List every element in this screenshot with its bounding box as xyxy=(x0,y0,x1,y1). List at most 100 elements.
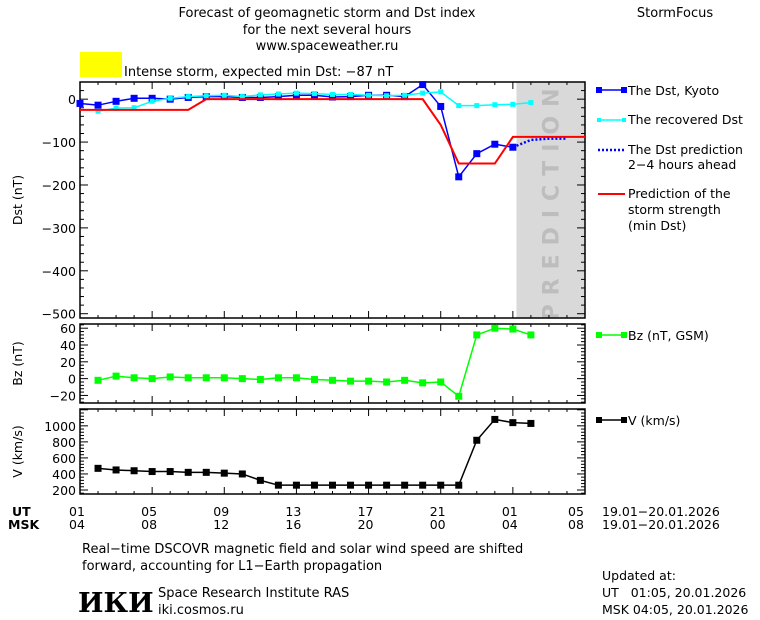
y-tick-label: −500 xyxy=(42,307,76,322)
data-point xyxy=(220,469,228,477)
msk-date-range: 19.01−20.01.2026 xyxy=(602,517,720,532)
legend-dst: The Dst, Kyoto xyxy=(627,83,719,98)
alert-text: Intense storm, expected min Dst: −87 nT xyxy=(124,65,393,80)
data-point xyxy=(238,375,246,383)
data-point xyxy=(527,331,535,339)
series-line xyxy=(97,418,531,486)
legend: The Dst, Kyoto The recovered Dst The Dst… xyxy=(596,83,743,428)
ut-tick-label: 09 xyxy=(213,504,229,519)
data-point xyxy=(456,103,462,109)
updated-ut: UT 01:05, 20.01.2026 xyxy=(602,585,746,600)
data-point xyxy=(474,103,480,109)
data-point xyxy=(76,99,84,107)
data-point xyxy=(112,97,120,105)
data-point xyxy=(238,470,246,478)
data-point xyxy=(528,100,534,106)
series-line xyxy=(80,98,585,165)
data-point xyxy=(256,375,264,383)
y-tick-label: −20 xyxy=(50,388,76,403)
y-tick-label: 400 xyxy=(52,467,76,482)
y-tick-label: 800 xyxy=(52,435,76,450)
y-tick-label: 40 xyxy=(60,338,76,353)
y-tick-label: 1000 xyxy=(44,419,76,434)
data-point xyxy=(185,94,191,100)
data-point xyxy=(329,93,336,101)
updated-msk: MSK 04:05, 20.01.2026 xyxy=(602,602,748,617)
data-point xyxy=(348,91,354,97)
msk-tick-label: 08 xyxy=(141,517,157,532)
data-point xyxy=(95,108,101,114)
ut-tick-label: 01 xyxy=(69,504,85,519)
prediction-label: PREDICTION xyxy=(540,80,565,321)
data-point xyxy=(311,91,317,97)
data-point xyxy=(130,374,138,382)
title-line-2: for the next several hours xyxy=(243,23,412,38)
series-line xyxy=(512,137,567,149)
y-axis-label: V (km/s) xyxy=(10,425,25,477)
y-axis-label: Bz (nT) xyxy=(10,341,25,385)
data-point xyxy=(274,93,282,101)
msk-tick-label: 08 xyxy=(568,517,584,532)
data-point xyxy=(509,325,517,333)
ut-date-range: 19.01−20.01.2026 xyxy=(602,504,720,519)
data-point xyxy=(257,92,263,98)
data-point xyxy=(329,481,336,489)
y-tick-label: −100 xyxy=(42,135,76,150)
data-point xyxy=(401,376,409,384)
data-point xyxy=(455,392,463,400)
data-point xyxy=(292,374,300,382)
brand: StormFocus xyxy=(637,6,713,21)
ut-label: UT xyxy=(12,504,31,519)
data-point xyxy=(130,94,138,102)
data-point xyxy=(510,101,516,107)
data-point xyxy=(94,101,102,109)
data-point xyxy=(509,419,517,427)
data-point xyxy=(293,90,299,96)
data-point xyxy=(438,89,444,95)
title-url[interactable]: www.spaceweather.ru xyxy=(256,39,399,54)
data-point xyxy=(437,481,445,489)
data-point xyxy=(202,468,210,476)
legend-v: V (km/s) xyxy=(628,413,680,428)
institute-site[interactable]: iki.cosmos.ru xyxy=(158,603,244,618)
data-point xyxy=(455,481,463,489)
series-line xyxy=(97,327,532,398)
data-point xyxy=(491,324,499,332)
y-tick-label: 200 xyxy=(52,483,76,498)
data-point xyxy=(401,481,409,489)
data-point xyxy=(256,476,264,484)
data-point xyxy=(455,173,463,181)
alert-swatch xyxy=(80,52,122,77)
data-point xyxy=(184,468,192,476)
y-tick-label: −400 xyxy=(42,264,76,279)
data-point xyxy=(149,98,155,104)
data-point xyxy=(347,377,355,385)
data-point xyxy=(130,467,138,475)
data-point xyxy=(113,105,119,111)
data-point xyxy=(274,374,282,382)
y-tick-label: 60 xyxy=(60,321,76,336)
plot-frame xyxy=(79,323,586,404)
msk-tick-label: 04 xyxy=(502,517,518,532)
data-point xyxy=(148,94,156,102)
data-point xyxy=(365,481,373,489)
legend-dst-pred-2: 2−4 hours ahead xyxy=(628,157,736,172)
legend-storm-2: storm strength xyxy=(628,202,721,217)
data-point xyxy=(365,377,373,385)
data-point xyxy=(383,481,391,489)
data-point xyxy=(221,92,227,98)
y-axis-label: Dst (nT) xyxy=(10,175,25,225)
legend-storm-1: Prediction of the xyxy=(628,186,731,201)
data-point xyxy=(202,374,210,382)
data-point xyxy=(310,481,318,489)
msk-label: MSK xyxy=(8,517,40,532)
data-point xyxy=(419,481,427,489)
msk-tick-label: 12 xyxy=(213,517,229,532)
data-point xyxy=(274,481,282,489)
plot-frame xyxy=(79,81,586,319)
data-point xyxy=(112,372,120,380)
ut-tick-label: 05 xyxy=(141,504,157,519)
msk-tick-label: 00 xyxy=(430,517,446,532)
data-point xyxy=(383,378,391,386)
legend-bz: Bz (nT, GSM) xyxy=(628,328,709,343)
